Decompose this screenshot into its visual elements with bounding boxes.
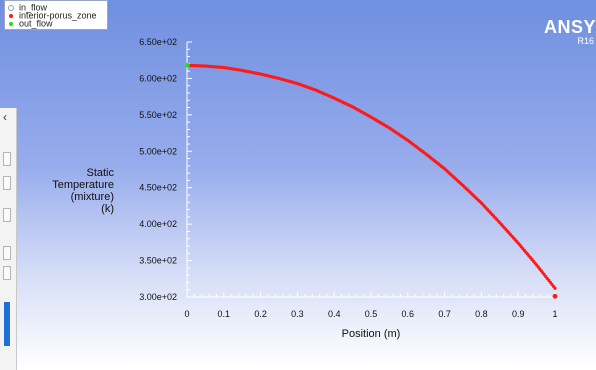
y-tick-label: 3.50e+02 [139, 256, 177, 266]
data-point-out_flow [184, 62, 190, 68]
data-point-interior-porus-zone [553, 286, 557, 290]
y-tick-label: 5.50e+02 [139, 110, 177, 120]
panel-control[interactable] [3, 246, 11, 260]
x-tick-label: 0.7 [438, 309, 451, 319]
y-tick-label: 5.00e+02 [139, 146, 177, 156]
x-tick-label: 0.1 [218, 309, 231, 319]
series-layer [184, 62, 558, 299]
x-tick-label: 0.6 [402, 309, 415, 319]
x-tick-label: 0.2 [254, 309, 267, 319]
side-panel[interactable]: ‹ [0, 108, 17, 370]
x-axis: 0 0.1 0.2 0.3 0.4 0.5 0.6 0.7 0.8 0.9 1 [184, 292, 558, 319]
panel-control[interactable] [3, 266, 11, 280]
x-tick-label: 0.3 [291, 309, 304, 319]
x-tick-label: 0.9 [512, 309, 525, 319]
chevron-left-icon[interactable]: ‹ [3, 110, 7, 124]
brand-name: ANSY [543, 17, 596, 37]
y-tick-label: 3.00e+02 [139, 292, 177, 302]
x-tick-label: 0.8 [475, 309, 488, 319]
panel-selection-bar[interactable] [4, 302, 10, 346]
legend-marker-interior [9, 13, 13, 18]
legend-label: interior-porus_zone [19, 10, 97, 21]
y-axis-title-line: (mixture) [71, 191, 114, 203]
panel-control[interactable] [3, 152, 11, 166]
panel-control[interactable] [3, 176, 11, 190]
legend-marker-out-flow [9, 21, 13, 26]
x-tick-label: 0.4 [328, 309, 341, 319]
x-axis-title: Position (m) [342, 328, 401, 340]
y-tick-label: 4.50e+02 [139, 183, 177, 193]
x-tick-label: 0 [184, 309, 189, 319]
legend: in_flow interior-porus_zone out_flow [4, 0, 108, 30]
legend-label: out_flow [19, 18, 53, 29]
data-point-outlet-point [552, 293, 558, 299]
y-tick-label: 4.00e+02 [139, 219, 177, 229]
x-tick-label: 1 [552, 309, 557, 319]
legend-entry-interior-porus-zone: interior-porus_zone [9, 10, 97, 21]
ansys-logo: ANSY R16 [544, 18, 596, 46]
legend-entry-out-flow: out_flow [9, 18, 53, 29]
y-tick-label: 6.50e+02 [139, 37, 177, 47]
x-tick-label: 0.5 [365, 309, 378, 319]
y-axis: 3.00e+02 3.50e+02 4.00e+02 4.50e+02 5.00e+02… [139, 37, 192, 302]
panel-control[interactable] [3, 208, 11, 222]
brand-version: R16 [577, 36, 594, 46]
y-axis-title-line: Static [86, 167, 114, 179]
y-axis-title-line: Temperature [52, 179, 114, 191]
legend-label: in_flow [19, 2, 48, 13]
y-tick-label: 6.00e+02 [139, 73, 177, 83]
legend-marker-in-flow [9, 5, 13, 10]
legend-entry-in-flow: in_flow [9, 2, 48, 13]
y-axis-title-line: (k) [101, 203, 114, 215]
